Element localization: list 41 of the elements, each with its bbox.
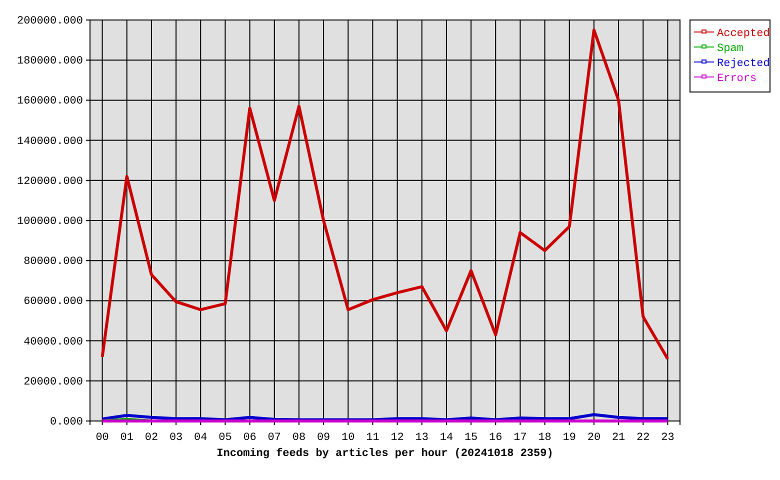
x-axis-title: Incoming feeds by articles per hour (20241018 2359) [216,447,554,460]
legend-label: Accepted [717,28,770,40]
x-tick-label: 00 [96,432,109,444]
y-tick-label: 60000.000 [24,296,83,308]
x-tick-label: 19 [562,432,576,444]
x-tick-label: 23 [661,432,674,444]
x-tick-label: 15 [464,432,478,444]
y-tick-label: 20000.000 [24,376,83,388]
line-series [100,28,670,360]
y-tick-label: 180000.000 [16,56,83,68]
x-tick-label: 17 [514,432,527,444]
x-tick-label: 11 [366,432,380,444]
legend-label: Spam [717,43,744,55]
y-tick-label: 40000.000 [24,336,83,348]
y-tick-label: 200000.000 [16,16,83,28]
x-tick-label: 18 [538,432,552,444]
y-tick-label: 0.000 [50,416,83,429]
y-tick-label: 140000.000 [16,136,83,148]
y-tick-label: 80000.000 [24,256,83,268]
x-tick-label: 22 [636,432,650,444]
x-tick-label: 03 [169,432,183,444]
x-tick-label: 05 [218,432,232,444]
x-tick-label: 08 [292,432,306,444]
x-tick-label: 02 [144,432,158,444]
x-tick-label: 09 [316,432,330,444]
legend-label: Rejected [717,58,770,70]
x-tick-label: 21 [612,432,626,444]
x-tick-label: 10 [342,432,355,444]
x-tick-label: 06 [243,432,256,444]
x-tick-label: 16 [489,432,502,444]
legend-label: Errors [717,73,757,85]
x-tick-label: 13 [415,432,428,444]
x-tick-label: 07 [268,432,281,444]
x-tick-label: 12 [390,432,404,444]
x-tick-label: 01 [120,432,134,444]
y-tick-label: 120000.000 [16,176,83,188]
x-tick-label: 14 [440,432,454,444]
x-tick-label: 20 [587,432,601,444]
x-tick-label: 04 [194,432,208,444]
y-tick-label: 160000.000 [16,96,83,108]
y-tick-label: 100000.000 [16,216,83,228]
